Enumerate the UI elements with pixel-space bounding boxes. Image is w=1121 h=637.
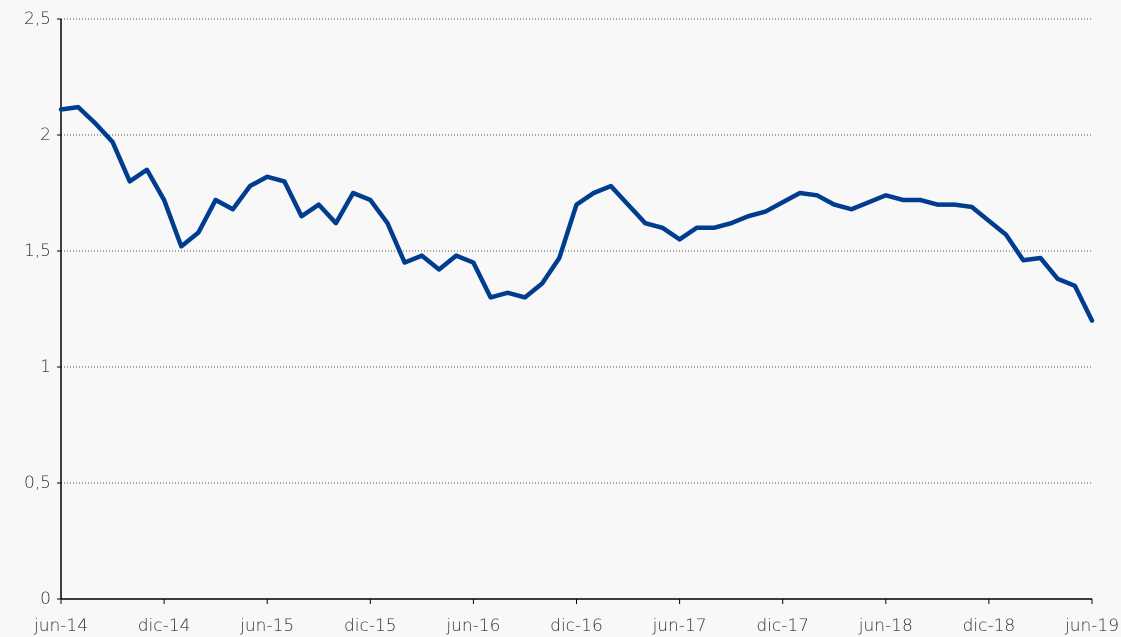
x-tick-label: dic-14 bbox=[138, 616, 191, 636]
x-tick-label: jun-16 bbox=[445, 616, 500, 636]
y-tick-label: 0,5 bbox=[24, 473, 51, 493]
y-tick-label: 2,5 bbox=[24, 9, 51, 29]
y-tick-label: 2 bbox=[40, 125, 51, 145]
x-tick-label: dic-15 bbox=[344, 616, 397, 636]
x-tick-label: jun-18 bbox=[858, 616, 913, 636]
y-tick-label: 1,5 bbox=[24, 241, 51, 261]
x-tick-label: jun-17 bbox=[652, 616, 707, 636]
x-tick-label: jun-14 bbox=[33, 616, 88, 636]
y-tick-label: 1 bbox=[40, 357, 51, 377]
x-tick-label: dic-16 bbox=[550, 616, 603, 636]
line-series bbox=[58, 104, 1095, 323]
x-tick-label: jun-19 bbox=[1064, 616, 1119, 636]
x-tick-label: jun-15 bbox=[239, 616, 294, 636]
y-tick-label: 0 bbox=[40, 589, 51, 609]
x-tick-label: dic-17 bbox=[756, 616, 809, 636]
x-tick-label: dic-18 bbox=[963, 616, 1016, 636]
